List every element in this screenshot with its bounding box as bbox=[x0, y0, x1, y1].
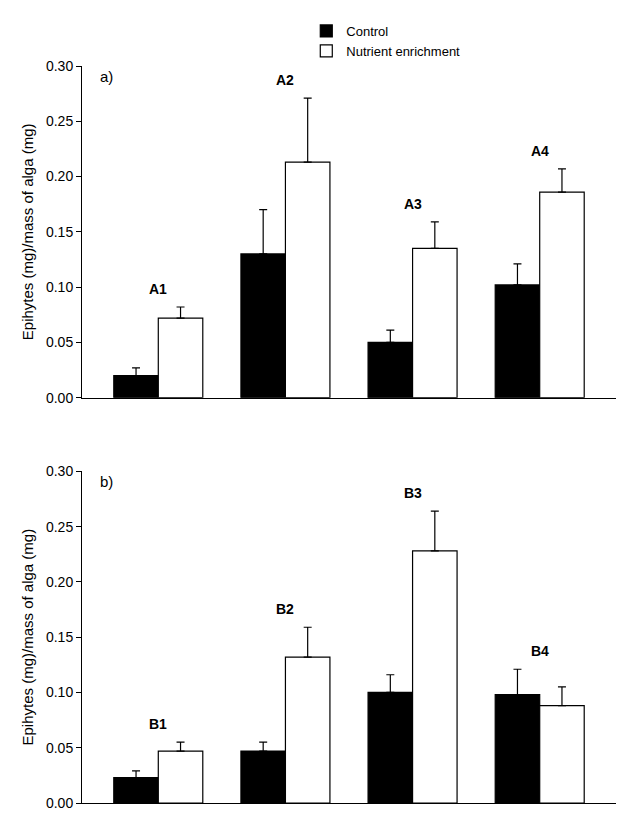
svg-text:0.25: 0.25 bbox=[46, 113, 73, 129]
svg-text:Epihytes (mg)/mass of alga (mg: Epihytes (mg)/mass of alga (mg) bbox=[19, 123, 36, 340]
svg-text:A1: A1 bbox=[149, 281, 167, 297]
svg-text:Control: Control bbox=[346, 24, 388, 39]
svg-text:0.00: 0.00 bbox=[46, 390, 73, 406]
svg-text:Epihytes (mg)/mass of alga (mg: Epihytes (mg)/mass of alga (mg) bbox=[19, 529, 36, 746]
svg-text:0.05: 0.05 bbox=[46, 740, 73, 756]
svg-text:0.00: 0.00 bbox=[46, 795, 73, 811]
svg-text:0.20: 0.20 bbox=[46, 574, 73, 590]
svg-text:Nutrient enrichment: Nutrient enrichment bbox=[346, 44, 460, 59]
svg-text:B1: B1 bbox=[149, 716, 167, 732]
svg-text:0.15: 0.15 bbox=[46, 629, 73, 645]
svg-text:0.20: 0.20 bbox=[46, 168, 73, 184]
svg-text:0.05: 0.05 bbox=[46, 334, 73, 350]
svg-text:B2: B2 bbox=[276, 601, 294, 617]
svg-text:0.30: 0.30 bbox=[46, 58, 73, 74]
svg-text:0.15: 0.15 bbox=[46, 224, 73, 240]
svg-text:B3: B3 bbox=[404, 485, 422, 501]
svg-text:0.25: 0.25 bbox=[46, 519, 73, 535]
svg-text:A4: A4 bbox=[531, 143, 549, 159]
svg-text:a): a) bbox=[100, 68, 113, 85]
svg-text:B4: B4 bbox=[531, 643, 549, 659]
svg-text:0.10: 0.10 bbox=[46, 279, 73, 295]
svg-text:A3: A3 bbox=[404, 196, 422, 212]
svg-text:A2: A2 bbox=[276, 72, 294, 88]
svg-text:0.10: 0.10 bbox=[46, 684, 73, 700]
svg-text:b): b) bbox=[100, 473, 113, 490]
svg-text:0.30: 0.30 bbox=[46, 463, 73, 479]
